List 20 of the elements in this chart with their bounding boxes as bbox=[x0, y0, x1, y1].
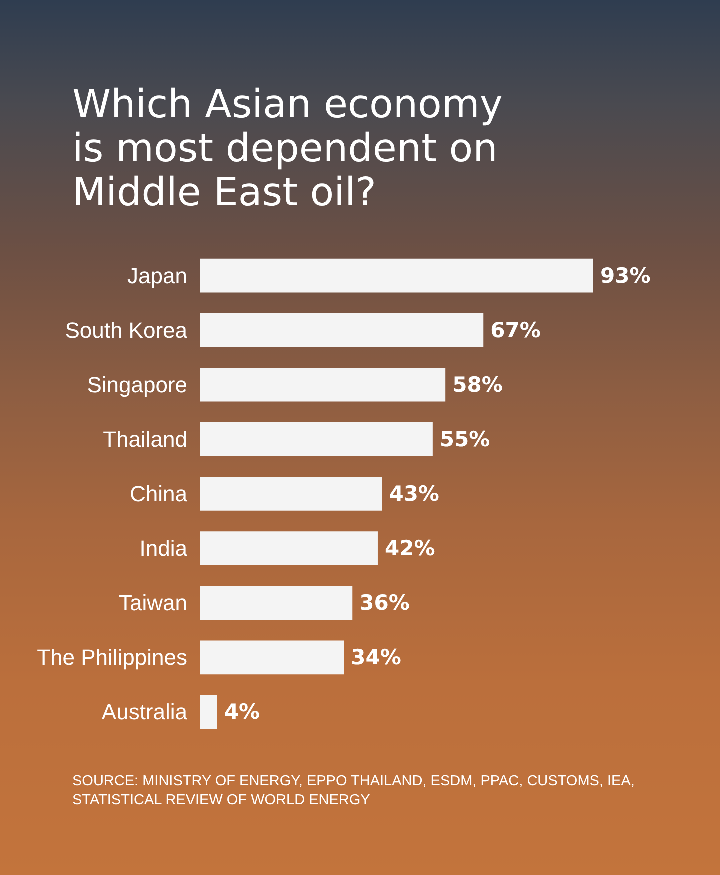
source-note: SOURCE: MINISTRY OF ENERGY, EPPO THAILAND, ESDM, PPAC, CUSTOMS, IEA, STATISTICAL REVIEW OF WORLD ENERGY bbox=[72, 773, 635, 808]
data-label: 42% bbox=[384, 536, 436, 561]
y-tick-label: Australia bbox=[102, 700, 188, 725]
data-label: 36% bbox=[360, 591, 410, 616]
data-label: 93% bbox=[600, 264, 651, 288]
y-tick-label: India bbox=[140, 536, 188, 562]
y-tick-label: The Philippines bbox=[37, 645, 188, 670]
y-tick-label: China bbox=[130, 482, 188, 506]
chart-title: Which Asian economy is most dependent on Middle East oil? bbox=[72, 82, 503, 216]
data-label: 67% bbox=[490, 318, 541, 342]
data-label: 55% bbox=[440, 427, 490, 452]
y-tick-label: Singapore bbox=[87, 372, 188, 398]
data-label: 58% bbox=[452, 372, 503, 397]
data-label: 34% bbox=[351, 646, 402, 670]
y-tick-label: Taiwan bbox=[119, 590, 188, 616]
data-label: 4% bbox=[224, 700, 260, 724]
y-tick-label: Thailand bbox=[103, 426, 188, 452]
data-label: 43% bbox=[389, 482, 440, 506]
y-tick-label: Japan bbox=[128, 263, 188, 288]
y-tick-label: South Korea bbox=[65, 318, 188, 343]
